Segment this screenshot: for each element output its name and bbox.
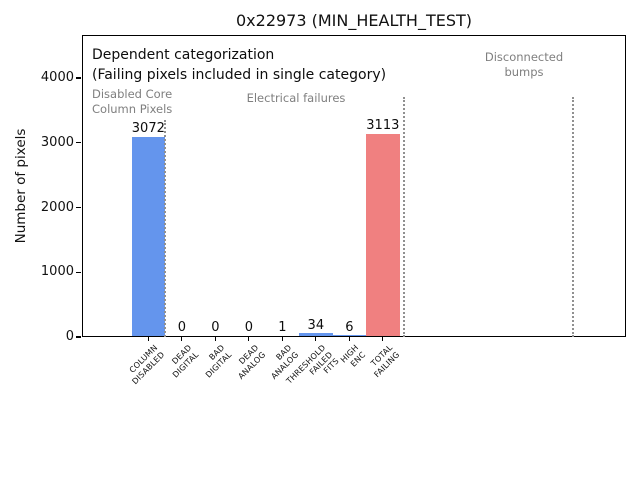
x-tick-mark — [382, 337, 384, 341]
value-label: 0 — [211, 320, 220, 335]
region-separator-line — [402, 97, 405, 337]
region-label-disabled-core: Disabled Core Column Pixels — [92, 87, 173, 116]
y-tick-mark — [76, 77, 81, 79]
region-label-electrical-failures: Electrical failures — [246, 91, 346, 105]
chart-title: 0x22973 (MIN_HEALTH_TEST) — [235, 11, 473, 30]
y-tick-mark — [76, 206, 81, 209]
x-tick-mark — [181, 337, 183, 341]
region-separator-line — [572, 97, 575, 337]
x-tick-mark — [147, 337, 149, 341]
value-label: 0 — [244, 320, 253, 335]
bar-threshold-failed-fits — [299, 333, 333, 336]
y-tick-mark — [76, 271, 81, 273]
x-tick-mark — [248, 337, 250, 341]
bar-column-disabled — [131, 136, 166, 336]
y-tick-label: 2000 — [40, 199, 74, 215]
annotation-dependent-categorization: Dependent categorization — [92, 47, 275, 63]
bar-total-failing — [366, 134, 400, 336]
x-tick-mark — [214, 337, 216, 341]
value-label: 3113 — [366, 118, 400, 134]
y-tick-label: 4000 — [40, 70, 74, 85]
y-tick-label: 0 — [65, 329, 74, 344]
region-label-disconnected-bumps: Disconnected bumps — [484, 50, 564, 79]
value-label: 1 — [278, 319, 287, 335]
region-separator-line — [164, 120, 167, 337]
value-label: 6 — [345, 319, 354, 335]
value-label: 3072 — [131, 121, 165, 137]
annotation-failing-note: (Failing pixels included in single categ… — [92, 67, 387, 83]
x-tick-mark — [348, 337, 350, 341]
value-label: 0 — [177, 320, 186, 335]
x-tick-mark — [315, 337, 317, 341]
y-tick-label: 3000 — [40, 134, 74, 150]
y-tick-mark — [76, 142, 81, 144]
y-tick-label: 1000 — [40, 264, 74, 280]
x-tick-mark — [281, 337, 283, 341]
plot-area — [82, 35, 626, 337]
value-label: 34 — [307, 317, 325, 333]
y-tick-mark — [76, 336, 81, 338]
